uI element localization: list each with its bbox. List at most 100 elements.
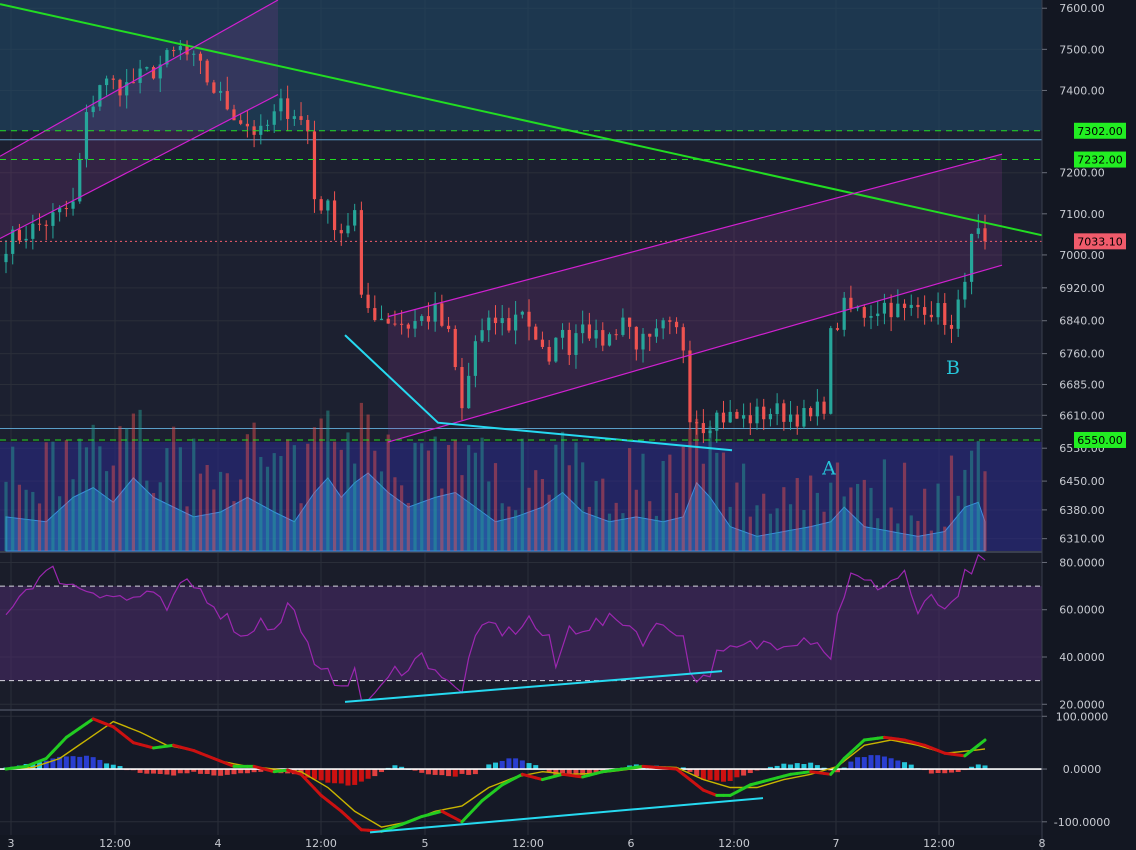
- candle-body[interactable]: [862, 307, 866, 318]
- candle[interactable]: [426, 302, 431, 330]
- candle[interactable]: [339, 223, 343, 246]
- candle[interactable]: [876, 301, 880, 326]
- candle-body[interactable]: [802, 408, 806, 427]
- candle[interactable]: [265, 119, 270, 132]
- candle-body[interactable]: [111, 78, 115, 80]
- candle-body[interactable]: [319, 199, 323, 211]
- candle[interactable]: [943, 293, 947, 335]
- candle-body[interactable]: [178, 46, 182, 51]
- candle-body[interactable]: [265, 124, 270, 126]
- candle-body[interactable]: [145, 67, 149, 69]
- candle-body[interactable]: [829, 328, 833, 414]
- candle-body[interactable]: [24, 238, 28, 241]
- candle[interactable]: [473, 335, 477, 388]
- candle-body[interactable]: [621, 317, 625, 335]
- candle[interactable]: [373, 295, 377, 322]
- candle[interactable]: [138, 59, 142, 94]
- candle-body[interactable]: [306, 119, 310, 132]
- candle-body[interactable]: [567, 329, 571, 355]
- candle-body[interactable]: [131, 82, 136, 84]
- candle[interactable]: [111, 75, 115, 90]
- candle-body[interactable]: [118, 79, 122, 96]
- candle-body[interactable]: [876, 313, 880, 317]
- candle[interactable]: [936, 292, 940, 325]
- candle[interactable]: [547, 340, 551, 365]
- candle-body[interactable]: [379, 318, 384, 321]
- candle[interactable]: [621, 308, 625, 337]
- candle-body[interactable]: [748, 415, 752, 424]
- candle[interactable]: [628, 317, 632, 339]
- candle-body[interactable]: [192, 53, 196, 55]
- candle-body[interactable]: [969, 233, 974, 282]
- candle-body[interactable]: [440, 303, 444, 326]
- candle[interactable]: [829, 325, 833, 415]
- candle[interactable]: [91, 95, 95, 118]
- candle-body[interactable]: [386, 318, 390, 324]
- candle-body[interactable]: [460, 367, 464, 409]
- candle[interactable]: [762, 398, 766, 431]
- candle[interactable]: [742, 403, 746, 428]
- candle[interactable]: [165, 48, 169, 68]
- candle[interactable]: [889, 294, 893, 332]
- candle-body[interactable]: [151, 67, 156, 79]
- candle[interactable]: [467, 362, 471, 409]
- candle-body[interactable]: [634, 326, 638, 350]
- candle-body[interactable]: [98, 85, 102, 107]
- candle-body[interactable]: [943, 303, 947, 325]
- candle[interactable]: [567, 322, 571, 366]
- candle[interactable]: [949, 314, 954, 343]
- candle-body[interactable]: [332, 200, 337, 231]
- candle-body[interactable]: [64, 208, 68, 210]
- candle-body[interactable]: [788, 414, 793, 422]
- candle-body[interactable]: [735, 411, 739, 419]
- candle[interactable]: [768, 408, 773, 427]
- candle[interactable]: [869, 305, 873, 330]
- candle[interactable]: [527, 299, 531, 341]
- candle[interactable]: [286, 85, 290, 132]
- candle-body[interactable]: [775, 403, 779, 415]
- candle-body[interactable]: [661, 320, 665, 329]
- candle[interactable]: [822, 396, 826, 420]
- candle-body[interactable]: [125, 82, 129, 96]
- candle[interactable]: [225, 76, 229, 111]
- candle[interactable]: [433, 292, 437, 332]
- candle-body[interactable]: [446, 325, 451, 329]
- candle-body[interactable]: [742, 415, 746, 419]
- candle-body[interactable]: [279, 98, 283, 112]
- candle[interactable]: [674, 317, 679, 334]
- candle[interactable]: [493, 305, 498, 335]
- candle[interactable]: [259, 114, 263, 145]
- candle[interactable]: [104, 75, 109, 96]
- candle[interactable]: [929, 301, 933, 322]
- candle[interactable]: [205, 58, 209, 86]
- candle[interactable]: [400, 310, 404, 335]
- candle-body[interactable]: [795, 414, 799, 427]
- candle[interactable]: [420, 314, 424, 326]
- candle-body[interactable]: [205, 60, 209, 83]
- candle-body[interactable]: [158, 64, 162, 79]
- candle[interactable]: [849, 285, 853, 313]
- candle[interactable]: [480, 318, 484, 343]
- channel-line[interactable]: [387, 264, 1003, 443]
- candle[interactable]: [601, 322, 605, 352]
- candle[interactable]: [366, 282, 370, 313]
- candle-body[interactable]: [413, 321, 417, 329]
- candle[interactable]: [306, 114, 310, 145]
- candle-body[interactable]: [433, 303, 437, 322]
- candle-body[interactable]: [138, 68, 142, 83]
- candle[interactable]: [842, 291, 846, 337]
- trendline-descending[interactable]: [0, 3, 1076, 244]
- candle[interactable]: [607, 332, 612, 347]
- candle[interactable]: [809, 406, 813, 422]
- candle-body[interactable]: [822, 401, 826, 414]
- candle-body[interactable]: [755, 406, 759, 424]
- candle[interactable]: [896, 289, 900, 318]
- candle[interactable]: [695, 410, 699, 435]
- candle-body[interactable]: [272, 111, 276, 125]
- candle[interactable]: [312, 120, 317, 213]
- candle[interactable]: [292, 109, 296, 126]
- candle-body[interactable]: [594, 330, 598, 339]
- candle-body[interactable]: [225, 91, 229, 110]
- candle-body[interactable]: [708, 430, 712, 434]
- candle-body[interactable]: [983, 228, 987, 242]
